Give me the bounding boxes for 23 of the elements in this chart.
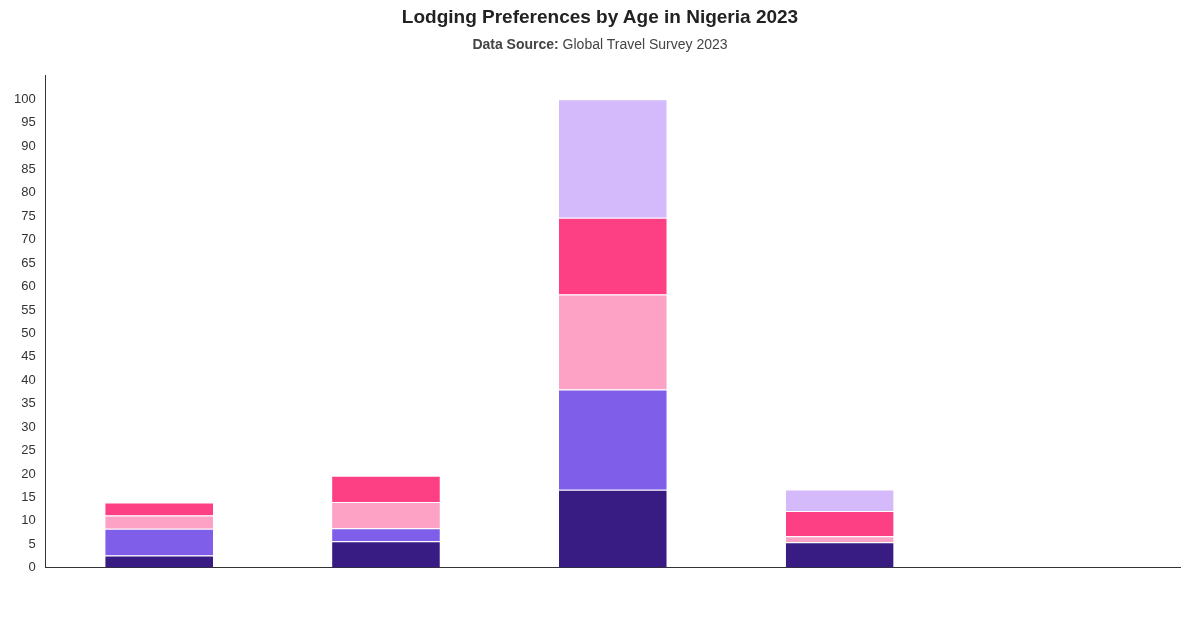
y-tick-label: 75	[21, 207, 36, 223]
y-tick-label: 70	[21, 231, 36, 247]
y-tick-label: 60	[21, 278, 36, 294]
y-tick-label: 90	[21, 137, 36, 153]
y-tick-label: 20	[21, 465, 36, 481]
y-tick-label: 80	[21, 184, 36, 200]
y-tick-label: 50	[21, 324, 36, 340]
y-tick-label: 40	[21, 371, 36, 387]
y-tick-label: 5	[28, 535, 36, 551]
y-tick-label: 95	[21, 114, 36, 130]
chart-subtitle: Data Source: Global Travel Survey 2023	[471, 36, 729, 52]
chart-title: Lodging Preferences by Age in Nigeria 2023	[400, 6, 800, 28]
y-tick-label: 0	[28, 559, 36, 575]
y-tick-label: 35	[21, 395, 36, 411]
y-tick-label: 45	[21, 348, 36, 364]
y-tick-label: 55	[21, 301, 36, 317]
y-tick-label: 10	[21, 512, 36, 528]
y-tick-label: 30	[21, 418, 36, 434]
y-tick-label: 25	[21, 442, 36, 458]
y-tick-label: 100	[13, 90, 36, 106]
y-tick-label: 85	[21, 161, 36, 177]
y-tick-label: 65	[21, 254, 36, 270]
y-tick-label: 15	[21, 488, 36, 504]
